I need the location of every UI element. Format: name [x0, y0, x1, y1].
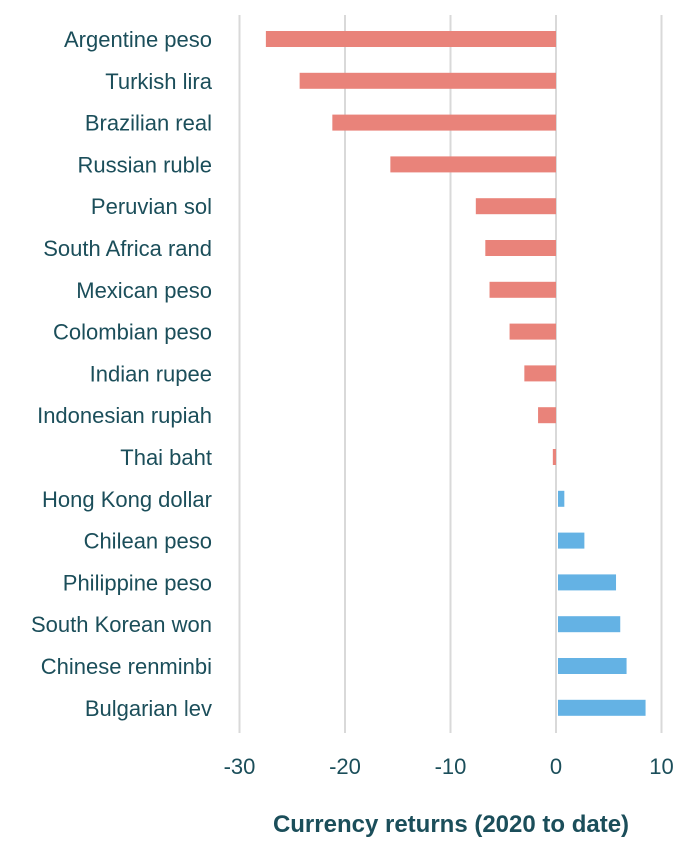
bar-thai-baht: [552, 449, 556, 465]
x-tick-label: 10: [649, 754, 673, 779]
category-label: Philippine peso: [63, 570, 212, 595]
bar-argentine-peso: [265, 31, 556, 47]
category-label: Indonesian rupiah: [37, 403, 212, 428]
bar-bulgarian-lev: [558, 699, 646, 716]
bar-south-korean-won: [558, 616, 621, 633]
bars: [265, 31, 646, 716]
bar-colombian-peso: [509, 323, 556, 340]
category-label: Turkish lira: [105, 69, 213, 94]
category-label: Indian rupee: [90, 361, 212, 386]
bar-indonesian-rupiah: [538, 407, 556, 424]
bar-chinese-renminbi: [558, 658, 627, 674]
category-label: Colombian peso: [53, 320, 212, 345]
bar-peruvian-sol: [475, 198, 556, 215]
category-label: Argentine peso: [64, 27, 212, 52]
x-tick-label: 0: [550, 754, 562, 779]
bar-indian-rupee: [524, 365, 556, 382]
category-label: South Korean won: [31, 612, 212, 637]
x-tick-label: -30: [224, 754, 256, 779]
x-tick-label: -10: [435, 754, 467, 779]
category-label: Chilean peso: [84, 529, 212, 554]
category-label: Brazilian real: [85, 111, 212, 136]
bar-philippine-peso: [558, 574, 617, 591]
x-axis-title: Currency returns (2020 to date): [273, 811, 629, 838]
bar-south-africa-rand: [485, 240, 556, 256]
bar-chilean-peso: [558, 532, 585, 549]
category-label: Chinese renminbi: [41, 654, 212, 679]
bar-turkish-lira: [299, 72, 556, 89]
x-axis-ticks: -30 -20 -10 0 10: [224, 754, 674, 779]
category-label: Russian ruble: [77, 152, 212, 177]
bar-russian-ruble: [390, 156, 556, 173]
bar-hong-kong-dollar: [558, 490, 565, 507]
category-label: Thai baht: [120, 445, 212, 470]
category-labels: Argentine peso Turkish lira Brazilian real…: [31, 27, 213, 721]
bar-brazilian-real: [332, 114, 556, 131]
bar-mexican-peso: [489, 281, 556, 298]
x-tick-label: -20: [329, 754, 361, 779]
category-label: Bulgarian lev: [85, 696, 212, 721]
category-label: Hong Kong dollar: [42, 487, 212, 512]
category-label: Peruvian sol: [91, 194, 212, 219]
category-label: South Africa rand: [43, 236, 212, 261]
grid-lines: [238, 15, 663, 733]
category-label: Mexican peso: [76, 278, 212, 303]
